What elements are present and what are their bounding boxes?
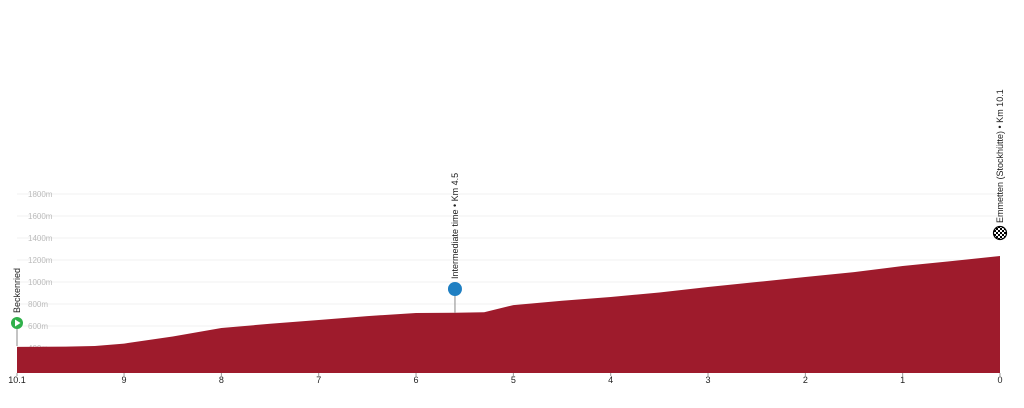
annotation: Beckenried: [11, 268, 23, 346]
x-tick-label: 4: [608, 375, 613, 385]
annotation-label: Beckenried: [12, 268, 22, 313]
y-tick-label: 1200m: [28, 256, 53, 265]
y-tick-label: 1600m: [28, 212, 53, 221]
annotation-label: Emmetten (Stockhütte) • Km 10.1: [995, 89, 1005, 223]
y-tick-label: 1400m: [28, 234, 53, 243]
y-tick-label: 1800m: [28, 190, 53, 199]
x-tick-label: 10.1: [8, 375, 26, 385]
x-tick-label: 2: [803, 375, 808, 385]
x-tick-label: 0: [997, 375, 1002, 385]
y-tick-label: 600m: [28, 322, 48, 331]
elevation-area: [17, 256, 1000, 373]
x-tick-label: 9: [122, 375, 127, 385]
y-tick-label: 800m: [28, 300, 48, 309]
finish-icon: [992, 225, 1008, 241]
x-tick-label: 8: [219, 375, 224, 385]
annotation: Emmetten (Stockhütte) • Km 10.1: [992, 89, 1008, 241]
x-tick-label: 7: [316, 375, 321, 385]
start-arrow: [15, 319, 21, 327]
annotation: Intermediate time • Km 4.5: [447, 173, 462, 313]
x-tick-label: 3: [706, 375, 711, 385]
y-tick-label: 1000m: [28, 278, 53, 287]
annotation-label: Intermediate time • Km 4.5: [450, 173, 460, 279]
x-tick-label: 5: [511, 375, 516, 385]
x-tick-label: 6: [414, 375, 419, 385]
x-tick-label: 1: [900, 375, 905, 385]
split-icon: [447, 282, 462, 296]
